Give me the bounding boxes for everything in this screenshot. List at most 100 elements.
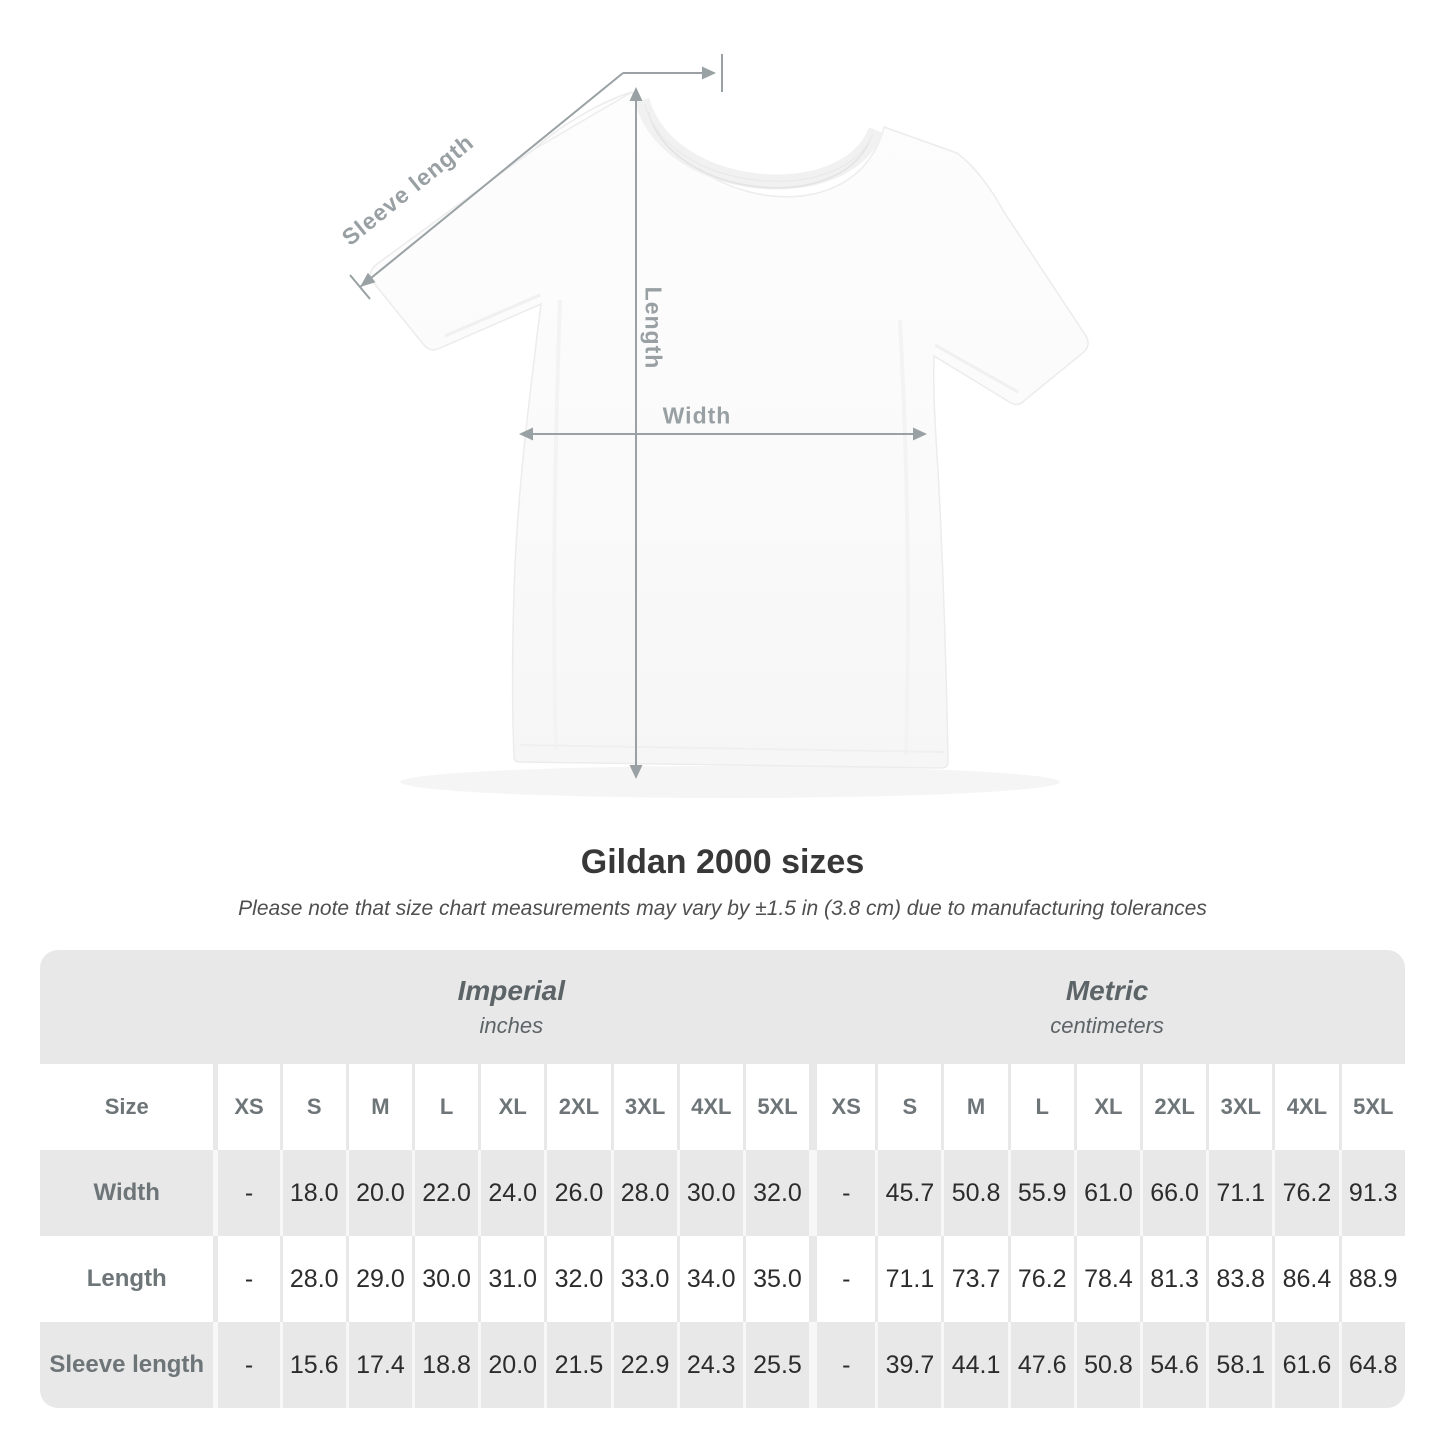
cell: - — [809, 1236, 876, 1322]
table-row-sleeve-length: Sleeve length - 15.6 17.4 18.8 20.0 21.5… — [40, 1322, 1405, 1408]
cell: 47.6 — [1007, 1322, 1074, 1408]
arrowhead-right — [702, 66, 716, 80]
cell: 28.0 — [279, 1236, 346, 1322]
size-col: 3XL — [1206, 1064, 1273, 1150]
cell: 20.0 — [478, 1322, 545, 1408]
cell: 22.9 — [610, 1322, 677, 1408]
tshirt-measurement-diagram: Sleeve length Length Width — [336, 54, 1089, 779]
cell: 86.4 — [1272, 1236, 1339, 1322]
length-label: Length — [640, 286, 667, 370]
size-col: 5XL — [1338, 1064, 1405, 1150]
cell: 66.0 — [1140, 1150, 1207, 1236]
sleeve-diagonal-line — [359, 72, 624, 288]
cell: - — [809, 1322, 876, 1408]
row-label: Sleeve length — [40, 1322, 214, 1408]
cell: 61.6 — [1272, 1322, 1339, 1408]
cell: 18.0 — [279, 1150, 346, 1236]
cell: 31.0 — [478, 1236, 545, 1322]
tshirt-image — [349, 54, 1089, 779]
cell: 24.0 — [478, 1150, 545, 1236]
sleeve-crease — [444, 293, 541, 338]
cell: 50.8 — [941, 1150, 1008, 1236]
size-col: M — [941, 1064, 1008, 1150]
left-shoulder-seam — [532, 91, 633, 151]
cell: 61.0 — [1073, 1150, 1140, 1236]
cell: 54.6 — [1140, 1322, 1207, 1408]
arrowhead-up — [629, 87, 643, 101]
cell: 88.9 — [1338, 1236, 1405, 1322]
size-col: S — [875, 1064, 942, 1150]
imperial-name: Imperial — [457, 975, 565, 1006]
cell: 20.0 — [345, 1150, 412, 1236]
imperial-unit: inches — [479, 1013, 544, 1038]
row-label: Length — [40, 1236, 214, 1322]
cell: 21.5 — [544, 1322, 611, 1408]
collar-inner-seam — [647, 111, 871, 189]
size-col: 2XL — [544, 1064, 611, 1150]
cell: 28.0 — [610, 1150, 677, 1236]
width-label: Width — [662, 402, 732, 429]
cell: 91.3 — [1338, 1150, 1405, 1236]
tolerance-note: Please note that size chart measurements… — [238, 897, 1207, 920]
cell: 44.1 — [941, 1322, 1008, 1408]
size-table: Imperial inches Metric centimeters Size … — [40, 950, 1405, 1408]
size-col: XL — [478, 1064, 545, 1150]
size-col: 5XL — [742, 1064, 810, 1150]
size-col: 3XL — [610, 1064, 677, 1150]
unit-header-row: Imperial inches Metric centimeters — [40, 950, 1405, 1064]
arrowhead-right2 — [913, 427, 927, 441]
cell: 35.0 — [742, 1236, 810, 1322]
cell: 32.0 — [544, 1236, 611, 1322]
size-col: L — [1007, 1064, 1074, 1150]
cell: 39.7 — [875, 1322, 942, 1408]
cell: 24.3 — [676, 1322, 743, 1408]
size-col: M — [345, 1064, 412, 1150]
size-col: 4XL — [1272, 1064, 1339, 1150]
sleeve-crease — [934, 343, 1019, 394]
cell: 30.0 — [411, 1236, 479, 1322]
cell: 81.3 — [1140, 1236, 1207, 1322]
size-col: S — [279, 1064, 346, 1150]
cell: 83.8 — [1206, 1236, 1273, 1322]
size-header-label: Size — [40, 1064, 214, 1150]
dimension-lines — [349, 54, 925, 776]
cell: - — [213, 1322, 280, 1408]
cell: 17.4 — [345, 1322, 412, 1408]
cell: 55.9 — [1007, 1150, 1074, 1236]
table-corner — [40, 950, 214, 1064]
metric-header: Metric centimeters — [809, 950, 1405, 1064]
arrowhead-down — [629, 765, 643, 779]
cell: - — [809, 1150, 876, 1236]
page-title: Gildan 2000 sizes — [580, 843, 865, 881]
metric-name: Metric — [1065, 975, 1149, 1006]
cell: 18.8 — [411, 1322, 479, 1408]
size-col: L — [411, 1064, 479, 1150]
cell: 29.0 — [345, 1236, 412, 1322]
cell: 71.1 — [875, 1236, 942, 1322]
fold-line — [898, 319, 910, 756]
cell: 32.0 — [742, 1150, 810, 1236]
arrowhead-left — [519, 427, 533, 441]
cell: 78.4 — [1073, 1236, 1140, 1322]
cell: 64.8 — [1338, 1322, 1405, 1408]
fold-line — [552, 299, 562, 751]
cell: 15.6 — [279, 1322, 346, 1408]
size-col: XS — [809, 1064, 876, 1150]
size-col: XS — [213, 1064, 280, 1150]
cell: 26.0 — [544, 1150, 611, 1236]
cell: 22.0 — [411, 1150, 479, 1236]
cell: 30.0 — [676, 1150, 743, 1236]
cell: 33.0 — [610, 1236, 677, 1322]
cell: - — [213, 1150, 280, 1236]
size-header-row: Size XS S M L XL 2XL 3XL 4XL 5XL XS S M … — [40, 1064, 1405, 1150]
cell: 73.7 — [941, 1236, 1008, 1322]
metric-unit: centimeters — [1050, 1013, 1164, 1038]
cell: 45.7 — [875, 1150, 942, 1236]
dimension-arrowheads — [360, 66, 927, 779]
cell: 71.1 — [1206, 1150, 1273, 1236]
size-col: 4XL — [676, 1064, 743, 1150]
cell: - — [213, 1236, 280, 1322]
size-col: 2XL — [1140, 1064, 1207, 1150]
cell: 25.5 — [742, 1322, 810, 1408]
